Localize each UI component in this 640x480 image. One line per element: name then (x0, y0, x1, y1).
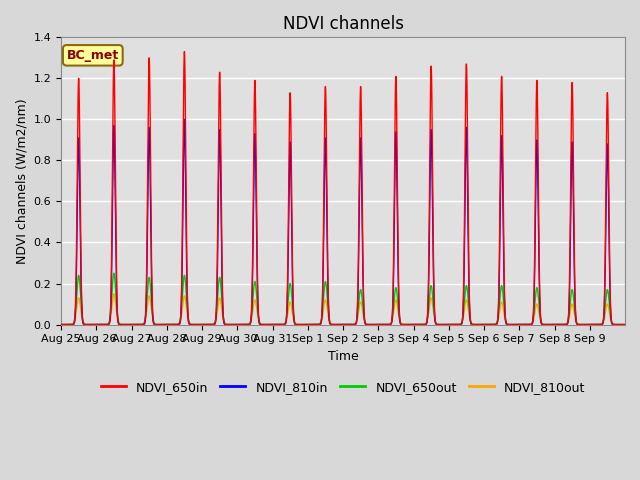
Legend: NDVI_650in, NDVI_810in, NDVI_650out, NDVI_810out: NDVI_650in, NDVI_810in, NDVI_650out, NDV… (95, 376, 591, 399)
X-axis label: Time: Time (328, 350, 358, 363)
Y-axis label: NDVI channels (W/m2/nm): NDVI channels (W/m2/nm) (15, 98, 28, 264)
Title: NDVI channels: NDVI channels (282, 15, 403, 33)
Text: BC_met: BC_met (67, 49, 119, 62)
